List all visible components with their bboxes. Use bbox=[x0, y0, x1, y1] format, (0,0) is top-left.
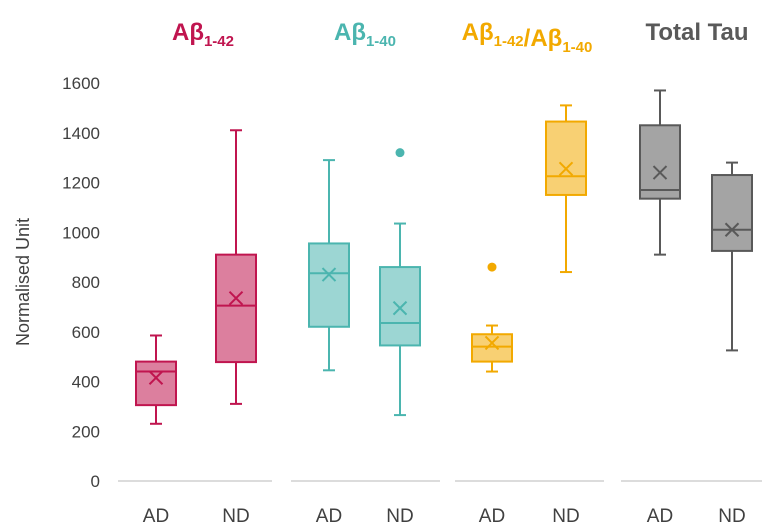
category-label: AD bbox=[647, 506, 673, 525]
y-tick-label: 1200 bbox=[62, 174, 100, 193]
iqr-box bbox=[135, 360, 177, 407]
panel-title: Total Tau bbox=[645, 19, 748, 46]
y-tick-label: 1000 bbox=[62, 223, 100, 242]
mean-marker bbox=[484, 335, 500, 351]
box-ad: AD bbox=[471, 262, 513, 525]
mean-marker bbox=[148, 370, 164, 385]
y-tick-label: 1400 bbox=[62, 124, 100, 143]
outlier-point bbox=[487, 262, 497, 272]
category-label: ND bbox=[222, 506, 249, 525]
mean-marker bbox=[392, 300, 408, 316]
y-tick-label: 0 bbox=[91, 472, 100, 491]
box-ad: AD bbox=[135, 334, 177, 525]
category-label: AD bbox=[316, 506, 342, 525]
mean-marker bbox=[228, 290, 244, 306]
panel-3: AD ND bbox=[621, 89, 762, 525]
iqr-box bbox=[711, 174, 753, 252]
category-label: ND bbox=[552, 506, 579, 525]
outlier-point bbox=[395, 148, 405, 158]
panel-title: Aβ1-42/Aβ1-40 bbox=[462, 19, 593, 56]
category-label: AD bbox=[479, 506, 505, 525]
mean-marker bbox=[558, 161, 574, 177]
panel-0: AD ND bbox=[118, 129, 272, 525]
category-label: ND bbox=[718, 506, 745, 525]
y-tick-label: 800 bbox=[72, 273, 100, 292]
mean-marker bbox=[321, 267, 337, 282]
chart-panels: AD ND AD ND AD ND AD ND bbox=[118, 89, 762, 525]
box-nd: ND bbox=[545, 104, 587, 525]
mean-marker bbox=[652, 165, 668, 180]
box-nd: ND bbox=[711, 161, 753, 525]
y-tick-label: 600 bbox=[72, 323, 100, 342]
iqr-box bbox=[215, 253, 257, 364]
box-ad: AD bbox=[639, 89, 681, 525]
category-label: AD bbox=[143, 506, 169, 525]
panel-titles: Aβ1-42 Aβ1-40 Aβ1-42/Aβ1-40 Total Tau bbox=[172, 19, 749, 56]
box-nd: ND bbox=[215, 129, 257, 525]
panel-1: AD ND bbox=[291, 148, 440, 525]
mean-marker bbox=[724, 222, 740, 237]
iqr-box bbox=[308, 242, 350, 328]
y-axis: 0 200 400 600 800 1000 1200 1400 1600 Normalised … bbox=[13, 74, 100, 491]
panel-title: Aβ1-40 bbox=[334, 19, 396, 50]
box-ad: AD bbox=[308, 159, 350, 525]
y-tick-label: 200 bbox=[72, 422, 100, 441]
panel-2: AD ND bbox=[455, 104, 604, 525]
y-axis-label: Normalised Unit bbox=[13, 218, 33, 346]
iqr-box bbox=[545, 120, 587, 196]
category-label: ND bbox=[386, 506, 413, 525]
box-nd: ND bbox=[379, 148, 421, 525]
iqr-box bbox=[379, 266, 421, 347]
y-tick-label: 1600 bbox=[62, 74, 100, 93]
iqr-box bbox=[639, 124, 681, 200]
iqr-box bbox=[471, 333, 513, 363]
panel-title: Aβ1-42 bbox=[172, 19, 234, 50]
y-tick-label: 400 bbox=[72, 373, 100, 392]
